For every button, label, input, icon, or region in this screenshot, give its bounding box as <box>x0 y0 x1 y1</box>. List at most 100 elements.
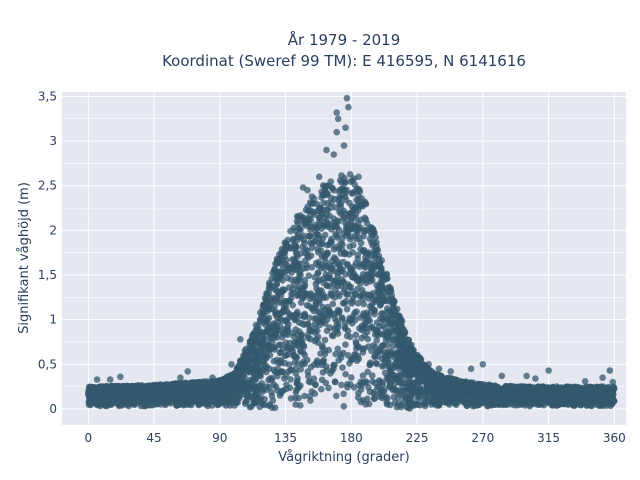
scatter-point <box>379 394 386 402</box>
chart-title-line1: År 1979 - 2019 <box>288 30 401 49</box>
scatter-point <box>330 365 337 372</box>
scatter-point <box>295 319 303 326</box>
scatter-point <box>333 392 340 400</box>
scatter-point <box>306 295 314 303</box>
scatter-point <box>338 381 345 389</box>
scatter-point <box>367 324 375 332</box>
scatter-point <box>214 401 221 408</box>
scatter-point <box>339 266 347 273</box>
scatter-point <box>255 358 262 366</box>
scatter-point <box>269 338 276 346</box>
scatter-point <box>406 392 413 400</box>
scatter-point <box>570 398 577 405</box>
scatter-point <box>308 244 316 252</box>
scatter-point <box>610 385 618 392</box>
scatter-point <box>311 273 319 281</box>
scatter-point <box>373 239 380 246</box>
scatter-point <box>318 194 325 201</box>
scatter-point <box>340 390 347 398</box>
scatter-point <box>228 399 235 406</box>
scatter-point <box>348 320 356 327</box>
scatter-point <box>316 299 323 307</box>
scatter-point <box>259 335 267 342</box>
scatter-point <box>368 252 376 260</box>
scatter-point <box>306 239 314 246</box>
scatter-point <box>305 320 312 328</box>
scatter-point <box>369 372 376 379</box>
scatter-point <box>391 399 399 407</box>
scatter-point <box>360 397 367 404</box>
scatter-point <box>273 328 280 335</box>
scatter-point <box>279 299 286 307</box>
scatter-point <box>326 283 334 290</box>
scatter-point <box>326 241 333 248</box>
scatter-point <box>297 299 305 306</box>
scatter-point <box>304 203 312 211</box>
scatter-point <box>282 351 290 359</box>
scatter-point <box>371 307 378 315</box>
scatter-point <box>312 381 319 389</box>
scatter-point <box>596 402 604 409</box>
scatter-point <box>382 336 390 344</box>
scatter-point <box>345 281 352 288</box>
scatter-point <box>367 230 375 237</box>
scatter-point <box>269 294 276 302</box>
scatter-point <box>282 240 290 248</box>
scatter-point <box>258 345 265 353</box>
scatter-point <box>316 204 324 212</box>
scatter-point <box>360 300 368 308</box>
scatter-point <box>267 331 275 338</box>
scatter-point <box>297 348 305 355</box>
scatter-point <box>348 374 355 381</box>
scatter-point <box>305 232 312 240</box>
scatter-point <box>337 354 345 361</box>
scatter-point <box>352 187 359 195</box>
scatter-point <box>307 216 315 223</box>
scatter-point <box>379 316 387 324</box>
scatter-point <box>365 384 372 391</box>
scatter-point <box>346 270 354 277</box>
scatter-point <box>328 226 335 233</box>
scatter-point <box>370 390 378 398</box>
scatter-point <box>380 362 388 370</box>
scatter-point <box>330 187 338 194</box>
scatter-point <box>341 174 348 182</box>
scatter-point <box>355 389 362 397</box>
scatter-point <box>401 328 409 336</box>
scatter-point <box>329 332 337 340</box>
scatter-point <box>287 376 294 383</box>
scatter-point <box>318 264 325 271</box>
scatter-point <box>343 305 351 313</box>
scatter-point <box>324 274 332 282</box>
scatter-point <box>273 287 281 294</box>
scatter-point <box>378 387 385 395</box>
scatter-point <box>279 368 286 375</box>
scatter-point <box>340 230 347 238</box>
scatter-point <box>290 351 298 359</box>
scatter-point <box>299 232 307 239</box>
scatter-point <box>249 393 257 400</box>
scatter-point <box>340 403 348 410</box>
scatter-point <box>378 310 385 318</box>
scatter-point <box>338 314 346 321</box>
scatter-point <box>393 333 400 341</box>
scatter-point <box>325 384 332 392</box>
scatter-point <box>386 382 394 390</box>
scatter-point <box>338 185 346 193</box>
scatter-point <box>277 389 285 397</box>
scatter-point <box>304 368 312 376</box>
scatter-point <box>295 291 302 299</box>
scatter-point <box>237 357 244 365</box>
scatter-point <box>421 397 428 404</box>
scatter-point <box>384 305 391 312</box>
scatter-point <box>362 378 370 385</box>
scatter-point <box>268 275 276 283</box>
scatter-point <box>417 392 425 400</box>
scatter-point <box>176 390 184 397</box>
scatter-point <box>339 364 346 371</box>
scatter-point <box>374 289 382 297</box>
scatter-point <box>389 362 397 370</box>
scatter-point <box>305 272 313 280</box>
scatter-point <box>401 387 409 394</box>
scatter-point <box>295 274 303 282</box>
